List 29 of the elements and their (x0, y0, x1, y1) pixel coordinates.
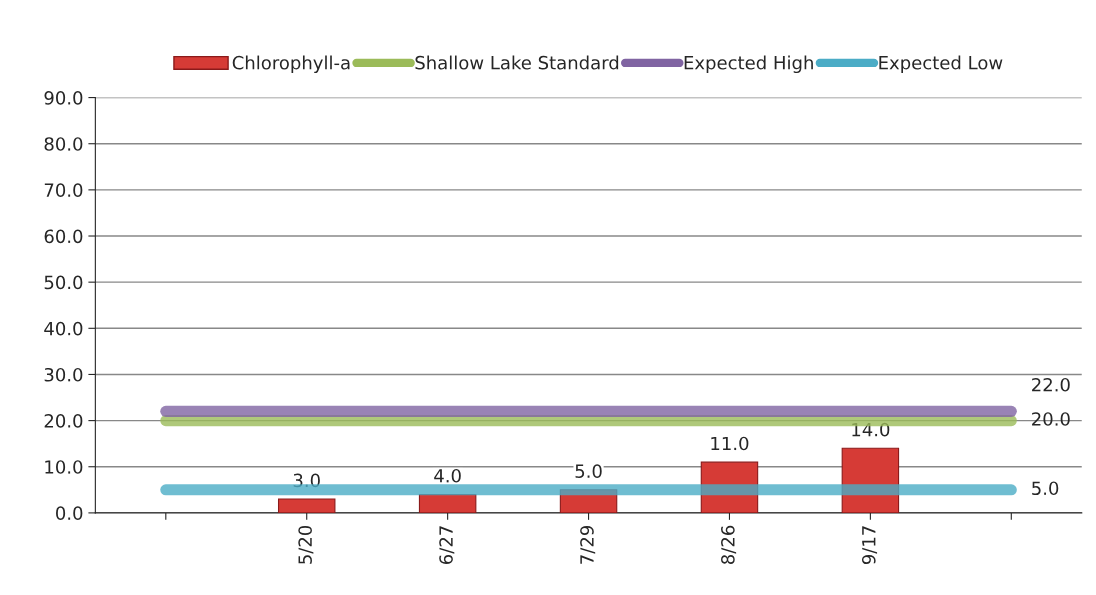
legend-label: Shallow Lake Standard (415, 55, 619, 70)
data-label: 5.0 (1032, 481, 1059, 496)
data-label: 3.0 (293, 473, 320, 488)
x-tick-label: 6/27 (439, 526, 455, 564)
bar (418, 493, 477, 513)
x-tick-label: 9/17 (861, 526, 878, 565)
legend-label: Expected High (684, 55, 813, 74)
y-tick-label: 30.0 (44, 367, 83, 382)
y-tick-label: 40.0 (44, 321, 83, 336)
y-tick-label: 70.0 (44, 183, 83, 197)
bar (277, 498, 336, 513)
x-tick-label: 5/20 (298, 525, 314, 564)
data-label: 11.0 (711, 436, 749, 451)
y-tick-label: 80.0 (44, 137, 83, 151)
legend-label: Expected Low (879, 55, 1003, 74)
data-label: 14.0 (852, 422, 890, 437)
y-tick-label: 0.0 (56, 506, 83, 521)
x-tick-label: 7/29 (580, 525, 596, 564)
data-label: 22.0 (1032, 377, 1070, 392)
data-label: 4.0 (434, 468, 461, 483)
y-tick-label: 90.0 (44, 91, 83, 105)
legend-label: Chlorophyll-a (232, 55, 350, 74)
x-tick-label: 8/26 (721, 525, 737, 565)
data-label: 5.0 (575, 464, 602, 478)
y-tick-label: 60.0 (44, 229, 83, 244)
y-tick-label: 20.0 (44, 414, 83, 428)
data-label: 20.0 (1032, 412, 1070, 426)
y-tick-label: 50.0 (44, 275, 83, 290)
y-tick-label: 10.0 (45, 460, 83, 474)
